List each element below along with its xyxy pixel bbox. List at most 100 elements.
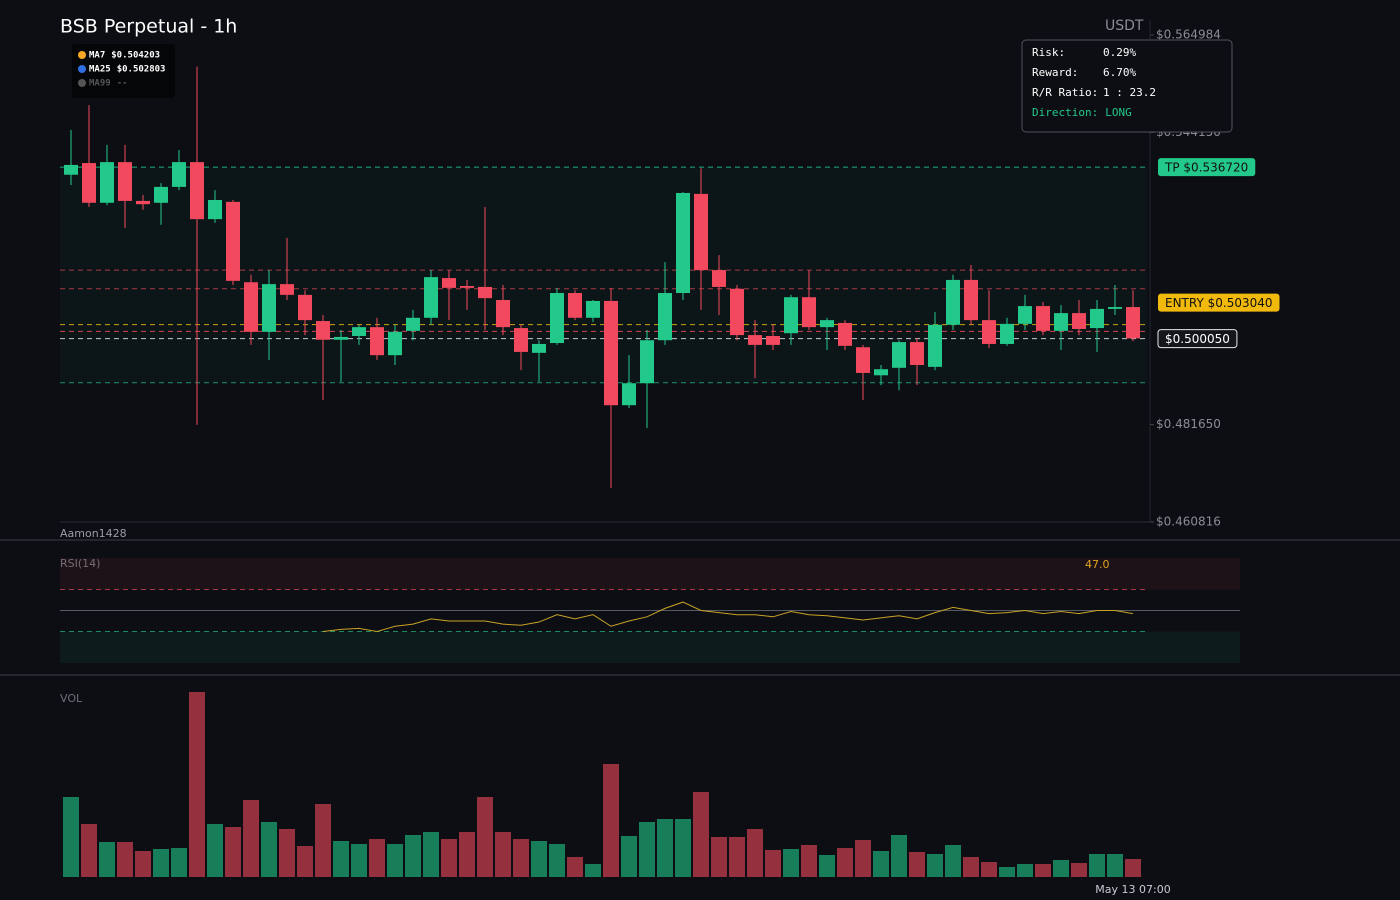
candle-body — [946, 279, 960, 325]
level-label: TP $0.536720 — [1158, 158, 1256, 177]
level-label-text: $0.500050 — [1165, 332, 1230, 346]
volume-bar — [819, 855, 835, 877]
volume-bar — [1071, 863, 1087, 877]
volume-bar — [99, 842, 115, 877]
volume-bar — [801, 845, 817, 877]
volume-bar — [369, 839, 385, 877]
candle-body — [712, 270, 726, 287]
volume-bar — [945, 845, 961, 877]
volume-bar — [621, 836, 637, 877]
candle-body — [352, 327, 366, 337]
volume-bar — [207, 824, 223, 877]
legend-name: MA99 — [89, 79, 111, 89]
candle-body — [658, 293, 672, 341]
candle-body — [622, 383, 636, 406]
candle-body — [298, 294, 312, 321]
info-value: 0.29% — [1103, 46, 1136, 59]
info-value: 6.70% — [1103, 66, 1136, 79]
volume-bar — [1035, 864, 1051, 877]
candle-body — [928, 324, 942, 367]
candle-body — [856, 347, 870, 373]
info-box — [1021, 39, 1233, 133]
volume-bar — [567, 857, 583, 877]
volume-bar — [837, 848, 853, 877]
candle-body — [748, 335, 762, 345]
volume-bar — [333, 841, 349, 877]
candle-body — [460, 285, 474, 288]
volume-bar — [81, 824, 97, 877]
volume-bar — [387, 844, 403, 877]
volume-bar — [909, 852, 925, 877]
volume-bar — [711, 837, 727, 877]
candle-body — [910, 342, 924, 366]
candle-body — [568, 293, 582, 318]
volume-bar — [243, 800, 259, 877]
candle-body — [586, 300, 600, 318]
candle-body — [118, 162, 132, 201]
candle-body — [802, 297, 816, 328]
y-tick-label: $0.481650 — [1156, 417, 1221, 431]
candle-body — [154, 186, 168, 203]
volume-bar — [117, 842, 133, 877]
volume-bar — [531, 841, 547, 877]
volume-bar — [675, 819, 691, 877]
trade-info: Risk: 0.29% Reward: 6.70% R/R Ratio: 1 : 23.2… — [1021, 39, 1233, 133]
candle-body — [442, 278, 456, 288]
volume-bar — [189, 692, 205, 877]
legend-value: -- — [117, 79, 128, 89]
info-label: Risk: — [1032, 46, 1065, 59]
candle-body — [100, 162, 114, 203]
candle-body — [1072, 313, 1086, 330]
candle-body — [262, 284, 276, 332]
candle-body — [676, 192, 690, 294]
volume-bar — [891, 835, 907, 877]
volume-bar — [135, 851, 151, 877]
candle-body — [604, 300, 618, 406]
volume-bar — [693, 792, 709, 877]
watermark: Aamon1428 — [60, 527, 127, 540]
volume-bar — [1053, 860, 1069, 877]
candle-body — [964, 279, 978, 321]
chart-title: BSB Perpetual - 1h — [60, 16, 237, 38]
volume-bar — [1107, 854, 1123, 877]
x-tick-label: May 13 07:00 — [1095, 883, 1170, 896]
candle-body — [514, 328, 528, 352]
candle-body — [532, 343, 546, 353]
volume-bar — [261, 822, 277, 877]
info-label: R/R Ratio: — [1032, 86, 1098, 99]
candle-body — [1036, 306, 1050, 331]
volume-bar — [855, 840, 871, 877]
legend-name: MA7 — [89, 51, 105, 61]
level-label-box — [1158, 158, 1256, 177]
volume-bar — [297, 846, 313, 877]
candle-body — [136, 200, 150, 205]
candle-body — [982, 320, 996, 344]
candle-body — [190, 162, 204, 220]
candle-body — [550, 293, 564, 344]
candle-body — [64, 164, 78, 175]
volume-bar — [153, 849, 169, 877]
volume-bar — [639, 822, 655, 877]
legend-dot — [78, 51, 86, 59]
volume-bar — [459, 832, 475, 877]
candle-body — [496, 300, 510, 328]
volume-bar — [981, 862, 997, 877]
candle-body — [1000, 323, 1014, 344]
volume-bar — [657, 819, 673, 877]
level-label: ENTRY $0.503040 — [1158, 293, 1280, 312]
info-label: Direction: — [1032, 106, 1098, 119]
candle-body — [316, 321, 330, 340]
candle-body — [1054, 313, 1068, 331]
candle-body — [370, 327, 384, 356]
candle-body — [208, 199, 222, 220]
candle-body — [1018, 306, 1032, 324]
candle-body — [820, 320, 834, 328]
candle-body — [1108, 307, 1122, 309]
legend-dot — [78, 65, 86, 73]
volume-bar — [549, 844, 565, 877]
volume-bar — [477, 797, 493, 877]
volume-bar — [927, 854, 943, 877]
